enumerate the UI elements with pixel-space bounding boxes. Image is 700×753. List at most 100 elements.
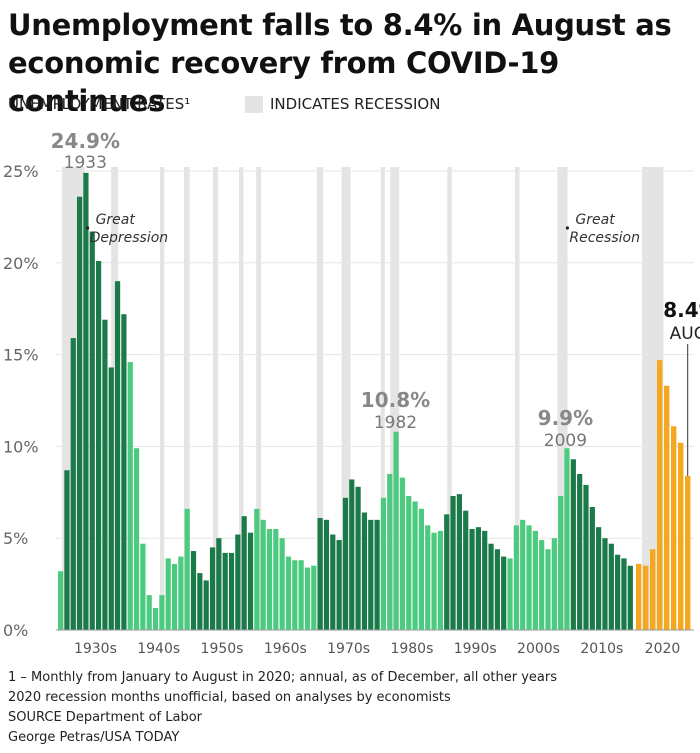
- bar-1969: [311, 565, 317, 630]
- recession-band: [447, 167, 452, 630]
- recession-band: [380, 167, 385, 630]
- peak-year-1933: 1933: [64, 153, 107, 173]
- peak-year-1982: 1982: [374, 413, 417, 433]
- bar-1972: [330, 534, 336, 630]
- bar-1999: [501, 556, 507, 630]
- recession-band: [557, 167, 568, 630]
- bar-1997: [488, 543, 494, 630]
- callout-dot: [85, 226, 90, 230]
- bar-1952: [203, 580, 209, 630]
- bar-1935: [95, 260, 102, 630]
- bar-1958: [241, 516, 247, 630]
- recession-band: [256, 167, 262, 630]
- bar-1992: [456, 494, 462, 630]
- bar-2020-may: [664, 385, 670, 630]
- bar-1929: [58, 571, 64, 630]
- peak-label-1982: 10.8%: [361, 388, 430, 412]
- bar-1971: [323, 519, 330, 630]
- recession-band: [390, 167, 400, 630]
- bar-2013: [589, 506, 595, 630]
- footnote-line: 1 – Monthly from January to August in 20…: [8, 670, 558, 685]
- bar-1946: [165, 558, 171, 630]
- bar-1989: [437, 530, 443, 630]
- bar-1959: [247, 532, 254, 630]
- chart-notes: 1 – Monthly from January to August in 20…: [8, 668, 557, 748]
- bar-1964: [279, 538, 285, 630]
- peak-label-1933: 24.9%: [51, 129, 120, 153]
- x-tick-label: 1950s: [201, 641, 244, 657]
- bar-1979: [374, 519, 380, 630]
- bar-1947: [171, 563, 178, 630]
- y-tick-label: 10%: [3, 437, 39, 456]
- bar-2007: [551, 538, 557, 630]
- bar-2020-jun: [671, 426, 677, 630]
- credit-line: George Petras/USA TODAY: [8, 730, 180, 745]
- bar-2011: [577, 473, 583, 630]
- bar-1973: [336, 540, 342, 630]
- bar-1933: [83, 172, 89, 630]
- bar-1931: [70, 338, 76, 630]
- bar-1943: [146, 595, 152, 630]
- bar-2000: [507, 558, 513, 630]
- bar-2019: [627, 565, 633, 630]
- bar-2009: [564, 448, 570, 630]
- bar-2017: [615, 554, 621, 630]
- bar-1968: [304, 567, 311, 630]
- bar-1965: [285, 556, 292, 630]
- bar-1982: [393, 431, 399, 630]
- bar-1988: [431, 532, 437, 630]
- bar-2002: [520, 519, 526, 630]
- bar-1974: [342, 497, 349, 630]
- unemployment-chart: 0% 5% 10% 15% 20% 25% 1930s 1940s 1950s 1960s 1970…: [3, 129, 700, 657]
- bar-2006: [545, 549, 551, 630]
- y-tick-label: 15%: [3, 346, 39, 365]
- bar-2020-feb: [643, 565, 649, 630]
- callout-label-line2: Recession: [569, 230, 640, 246]
- bar-1983: [399, 477, 406, 630]
- bar-1955: [222, 552, 228, 630]
- bar-1967: [298, 560, 304, 630]
- recession-band: [159, 167, 165, 630]
- bar-1930: [64, 470, 70, 630]
- latest-month-aug: AUG.: [670, 324, 700, 344]
- recession-band: [316, 167, 324, 630]
- bar-1986: [418, 508, 425, 630]
- bar-1970: [317, 518, 323, 630]
- x-tick-label: 1990s: [454, 641, 497, 657]
- bar-1961: [260, 519, 266, 630]
- bar-1957: [235, 534, 241, 630]
- bar-1948: [178, 556, 184, 630]
- recession-band: [515, 167, 520, 630]
- x-tick-label: 1970s: [327, 641, 370, 657]
- recession-band: [341, 167, 351, 630]
- bar-1962: [266, 529, 273, 630]
- bar-1954: [216, 538, 222, 630]
- recession-band: [213, 167, 219, 630]
- x-tick-label: 1980s: [390, 641, 433, 657]
- bar-1942: [140, 543, 146, 630]
- bar-2001: [513, 525, 519, 630]
- source-line: SOURCE Department of Labor: [8, 710, 203, 725]
- chart-subtitle: UNEMPLOYMENT RATES¹: [8, 95, 191, 113]
- bar-1981: [387, 473, 393, 630]
- bar-1966: [292, 560, 298, 630]
- callout-label-line1: Great: [96, 212, 136, 228]
- bar-2020-jan: [636, 563, 642, 630]
- bar-1994: [469, 529, 475, 630]
- bar-1975: [349, 479, 355, 630]
- recession-band: [111, 167, 119, 630]
- bar-2008: [558, 495, 564, 630]
- bar-1960: [254, 508, 260, 630]
- bar-2020-apr: [657, 360, 663, 630]
- recession-band: [239, 167, 244, 630]
- recession-legend-swatch: [245, 95, 263, 113]
- bar-1990: [444, 514, 450, 630]
- bar-2005: [539, 540, 545, 630]
- x-tick-label: 2000s: [517, 641, 560, 657]
- bar-1963: [273, 529, 279, 630]
- bar-1976: [355, 486, 361, 630]
- recession-band: [183, 167, 190, 630]
- bar-1998: [494, 549, 500, 630]
- bar-1940: [127, 361, 133, 630]
- bar-1995: [475, 527, 481, 630]
